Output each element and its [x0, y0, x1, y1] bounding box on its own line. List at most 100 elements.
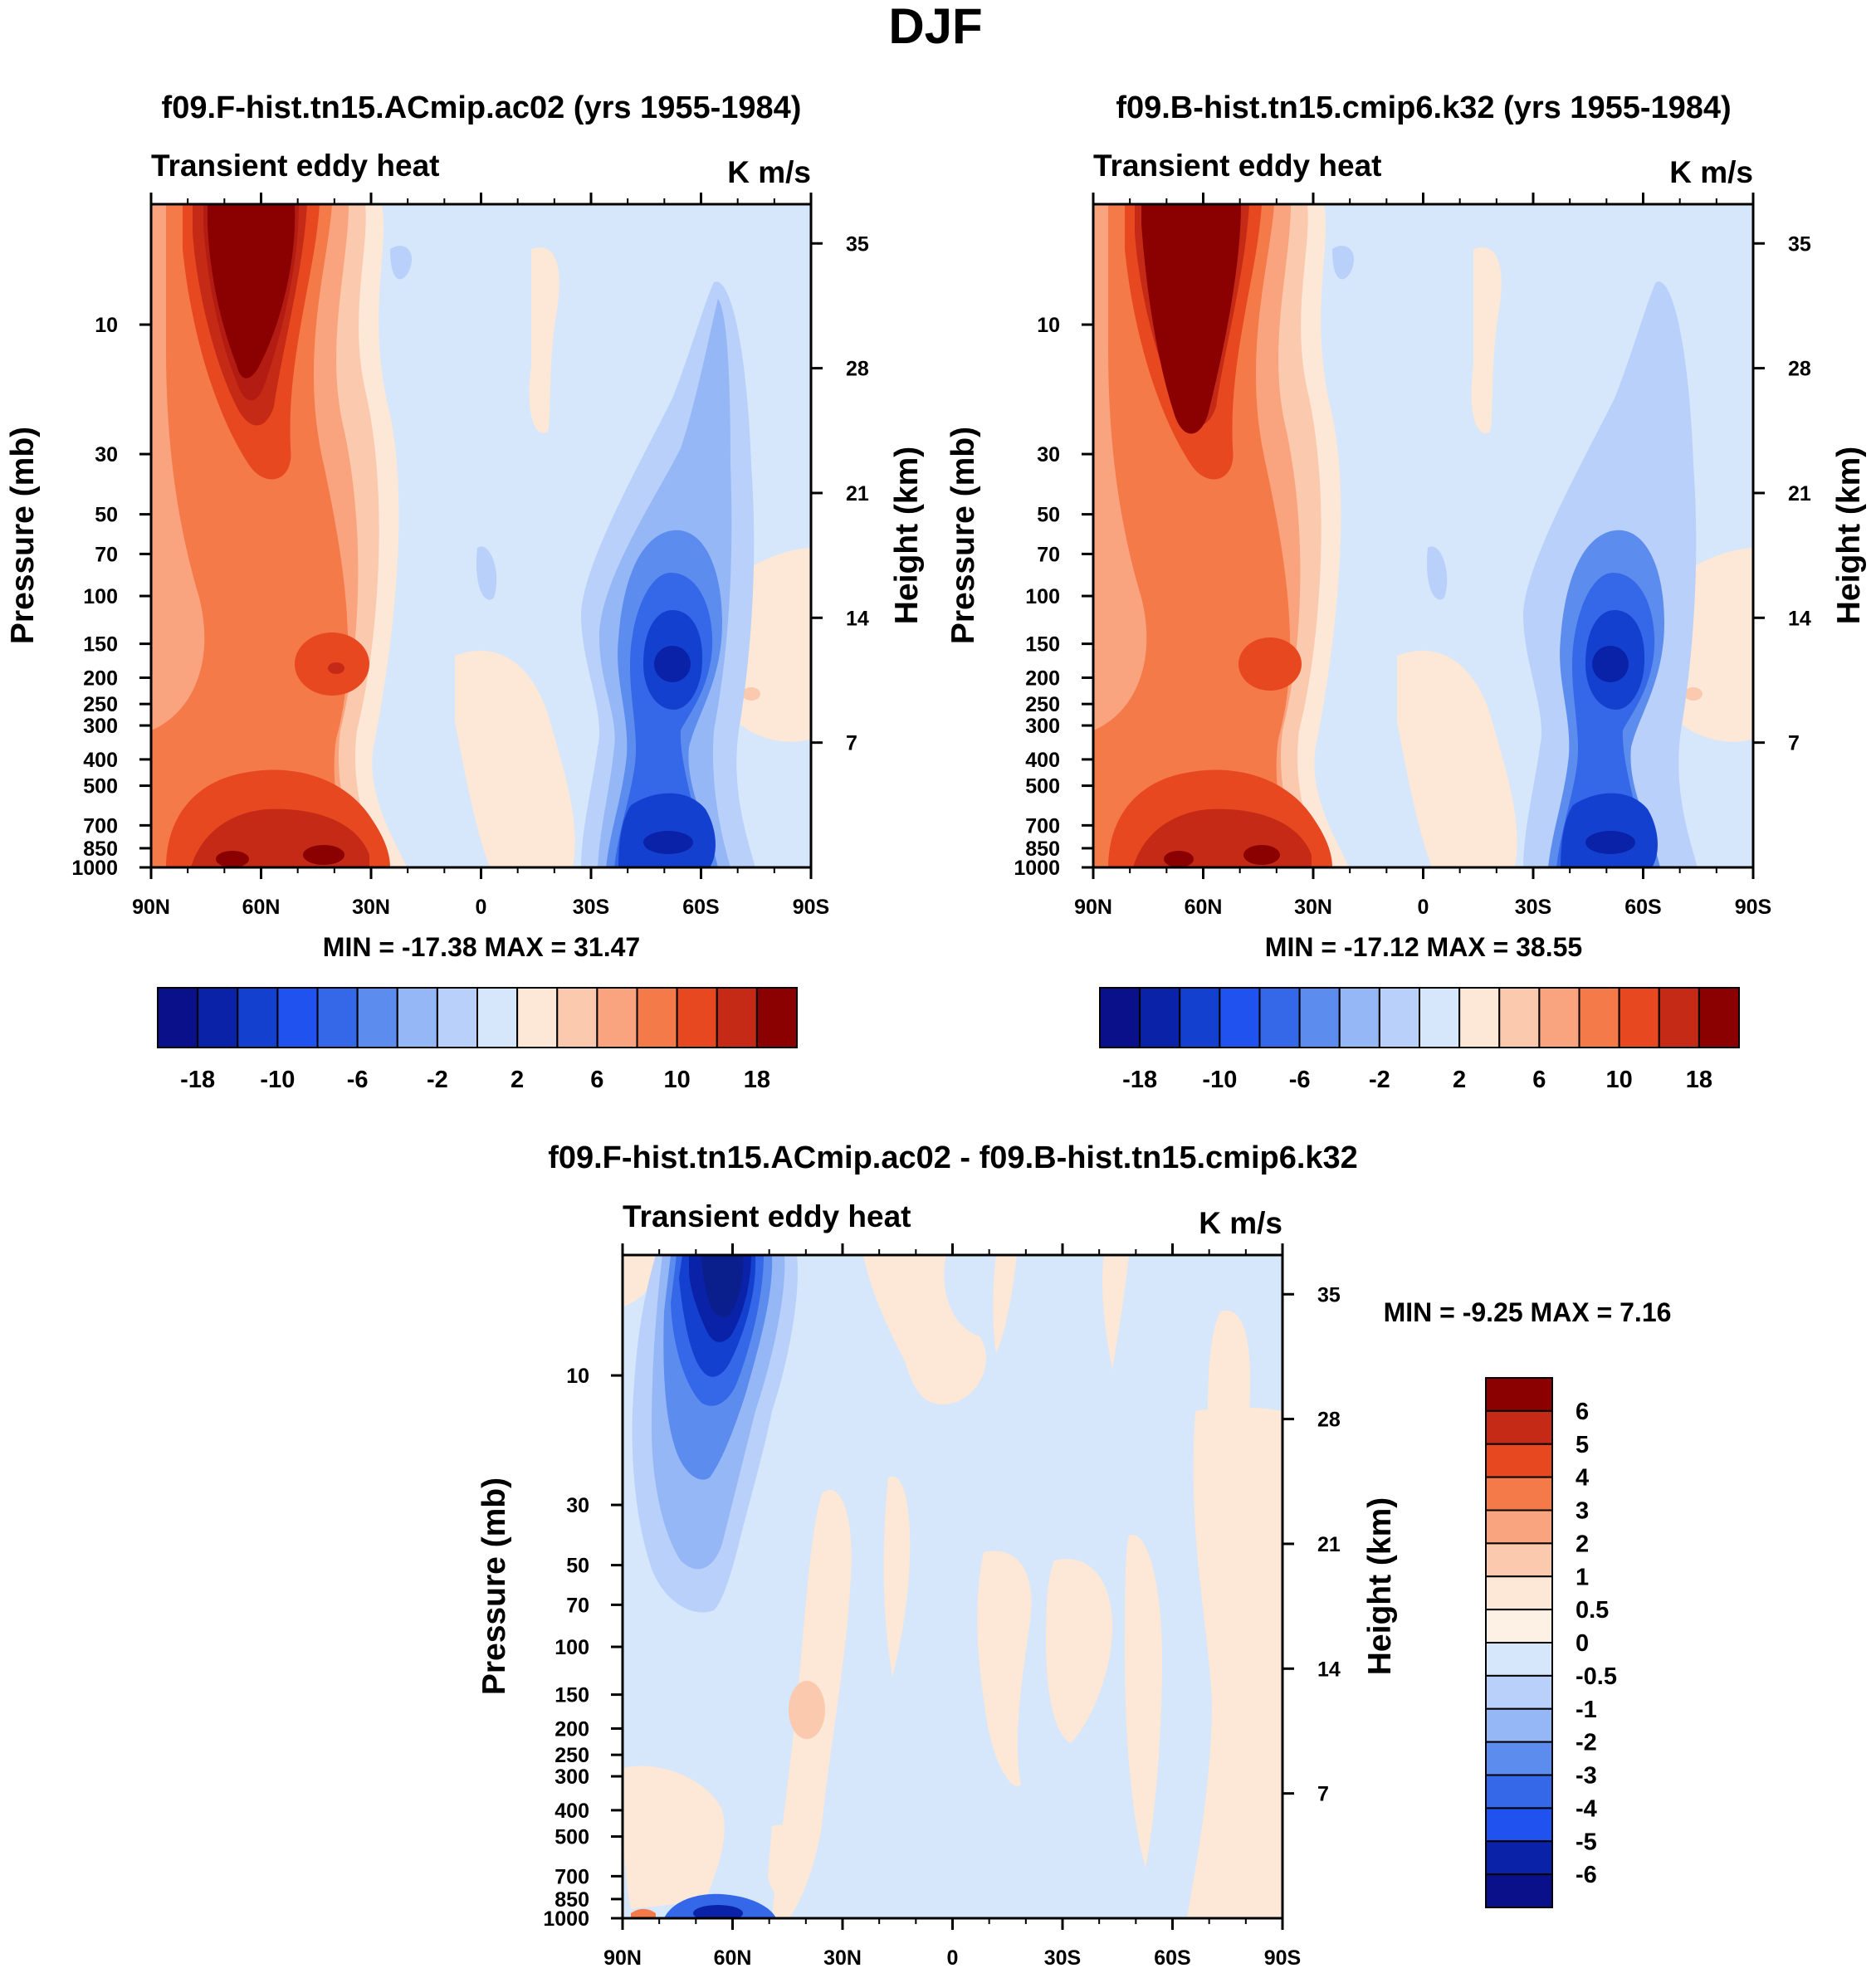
y-tick-label: 400 — [83, 749, 118, 772]
colorbar-box — [276, 987, 319, 1048]
field-region — [1093, 204, 1295, 867]
colorbar-box — [1419, 987, 1461, 1048]
field-region — [883, 1476, 911, 1677]
panel-units: K m/s — [1669, 155, 1753, 189]
x-tick-label: 90N — [603, 1946, 642, 1970]
y-tick-label: 300 — [1025, 715, 1060, 738]
y-tick-label: 700 — [554, 1865, 589, 1888]
colorbar-box — [755, 987, 798, 1048]
y-tick-label-right: 28 — [1788, 358, 1811, 381]
contour-field — [151, 204, 811, 867]
x-tick-label: 30N — [1294, 896, 1332, 919]
y-tick-label: 250 — [1025, 693, 1060, 716]
colorbar-box — [1378, 987, 1420, 1048]
colorbar-label: -18 — [1122, 1067, 1157, 1093]
x-tick-label: 0 — [1418, 896, 1429, 919]
colorbar-label: -6 — [347, 1067, 369, 1093]
colorbar-label: 5 — [1576, 1432, 1589, 1458]
colorbar-box — [556, 987, 598, 1048]
panel-subtitle: Transient eddy heat — [1093, 149, 1382, 183]
colorbar-box — [1698, 987, 1740, 1048]
colorbar-box — [1219, 987, 1261, 1048]
y-tick-label: 500 — [1025, 775, 1060, 799]
y-tick-label: 500 — [83, 775, 118, 799]
colorbar-box — [1458, 987, 1501, 1048]
field-region — [863, 1255, 987, 1404]
colorbar-box — [1485, 1707, 1553, 1743]
min-max-stats: MIN = -17.38 MAX = 31.47 — [323, 932, 640, 962]
y-tick-label: 30 — [1037, 443, 1060, 466]
colorbar-label: -10 — [1202, 1067, 1237, 1093]
colorbar-box — [1498, 987, 1541, 1048]
colorbar-box — [1485, 1377, 1553, 1412]
x-tick-label: 30N — [823, 1946, 862, 1970]
axis-ticks: 90N 60N 30N 0 30S 60S 90S103050701001502002503… — [1014, 193, 1811, 919]
field-region — [693, 1905, 743, 1918]
colorbar-label: 6 — [1576, 1399, 1589, 1425]
colorbar-box — [1139, 987, 1181, 1048]
y-axis-label-right: Height (km) — [889, 447, 925, 625]
y-tick-label: 1000 — [71, 857, 118, 880]
colorbar-box — [1485, 1807, 1553, 1843]
field-region — [216, 851, 249, 867]
field-region — [643, 831, 693, 854]
colorbar-box — [1485, 1542, 1553, 1578]
colorbar-box — [1099, 987, 1141, 1048]
x-tick-label: 90N — [1074, 896, 1112, 919]
colorbar-box — [1485, 1409, 1553, 1445]
y-tick-label: 250 — [554, 1744, 589, 1767]
y-tick-label: 70 — [566, 1594, 589, 1617]
x-tick-label: 90S — [1735, 896, 1771, 919]
field-region — [303, 845, 344, 865]
colorbar-label: 4 — [1576, 1465, 1589, 1492]
y-tick-label: 100 — [554, 1636, 589, 1659]
y-tick-label: 70 — [1037, 543, 1060, 566]
x-tick-label: 60S — [1624, 896, 1661, 919]
y-tick-label-right: 14 — [846, 607, 869, 630]
colorbar-box — [676, 987, 718, 1048]
y-tick-label: 30 — [566, 1494, 589, 1517]
colorbar-label: -2 — [1576, 1730, 1597, 1756]
field-region — [1238, 637, 1302, 691]
colorbar-box — [1578, 987, 1620, 1048]
colorbar-box — [1485, 1443, 1553, 1478]
colorbar-box — [516, 987, 559, 1048]
colorbar-label: 2 — [1453, 1067, 1466, 1093]
field-region — [623, 1255, 657, 1307]
panel-title: f09.F-hist.tn15.ACmip.ac02 - f09.B-hist.… — [548, 1140, 1358, 1175]
y-tick-label-right: 35 — [1317, 1283, 1341, 1306]
field-region — [208, 204, 296, 379]
field-region — [390, 246, 412, 280]
colorbar-label: -4 — [1576, 1795, 1597, 1822]
colorbar-label: -3 — [1576, 1763, 1597, 1790]
axis-ticks: 90N 60N 30N 0 30S 60S 90S103050701001502002503… — [71, 193, 869, 919]
y-tick-label: 850 — [554, 1888, 589, 1912]
y-tick-label-right: 7 — [1317, 1783, 1329, 1806]
colorbar: -18 -10 -6 -2 2 6 10 18 — [157, 987, 798, 1093]
y-tick-label: 100 — [83, 585, 118, 608]
y-tick-label: 500 — [554, 1826, 589, 1849]
colorbar-box — [1179, 987, 1221, 1048]
figure-title: DJF — [888, 0, 982, 54]
field-region — [1164, 851, 1194, 867]
x-tick-label: 60S — [682, 896, 719, 919]
field-region — [701, 1255, 744, 1317]
x-tick-label: 30N — [352, 896, 390, 919]
x-tick-label: 90S — [1264, 1946, 1301, 1970]
y-tick-label: 700 — [83, 814, 118, 838]
field-region — [529, 247, 559, 433]
y-tick-label-right: 7 — [846, 732, 857, 755]
colorbar-box — [1618, 987, 1660, 1048]
colorbar-label: -5 — [1576, 1829, 1597, 1855]
y-tick-label-right: 28 — [846, 358, 869, 381]
field-region — [1125, 1534, 1162, 1868]
x-tick-label: 60N — [714, 1946, 752, 1970]
y-tick-label: 1000 — [1014, 857, 1060, 880]
y-tick-label: 50 — [1037, 504, 1060, 527]
colorbar: 6 5 4 3 2 1 0.5 0 -0.5 -1 -2 -3 -4 -5 -6 — [1485, 1377, 1617, 1908]
colorbar-box — [1485, 1741, 1553, 1776]
colorbar-box — [476, 987, 519, 1048]
y-tick-label: 200 — [83, 667, 118, 690]
field-region — [1684, 687, 1703, 701]
y-tick-label-right: 21 — [846, 482, 869, 505]
